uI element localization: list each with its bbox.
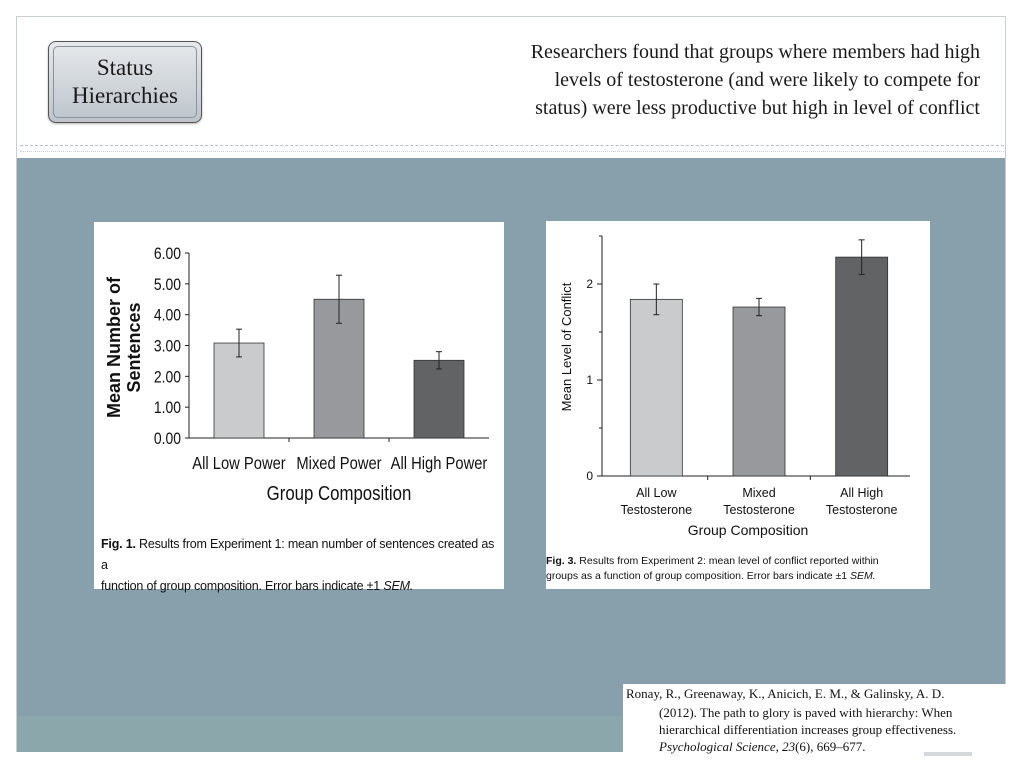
x-tick-label: All High Power (391, 454, 488, 474)
bar (732, 306, 786, 477)
y-tick-label: 5.00 (154, 276, 181, 295)
header-divider (20, 145, 1004, 146)
citation-line: hierarchical differentiation increases g… (659, 722, 957, 737)
figure-3-caption-line: Fig. 3. Results from Experiment 2: mean … (546, 554, 930, 569)
figure-1-caption-label: Fig. 1. (101, 537, 136, 551)
x-tick-label: Mixed (742, 486, 775, 500)
figure-1: 0.00 1.00 2.00 3.00 4.00 5.00 6.00 All Low Powe… (94, 222, 504, 593)
citation-issue-pages: (6), 669–677. (795, 739, 866, 754)
figure-3-chart: 0 1 2 All Low Testosterone Mixed Testosterone A… (559, 235, 910, 538)
x-tick-label: All Low Power (192, 454, 286, 474)
y-tick-label: 0.00 (154, 430, 181, 449)
y-axis-title-line: Sentences (124, 302, 144, 392)
y-tick-label: 1 (586, 373, 593, 387)
y-tick-label: 1.00 (154, 399, 181, 418)
bar (629, 298, 683, 477)
figure-3-caption: Fig. 3. Results from Experiment 2: mean … (546, 554, 930, 584)
intro-line: levels of testosterone (and were likely … (554, 69, 980, 91)
y-axis-title-line: Mean Number of (104, 276, 124, 418)
intro-line: Researchers found that groups where memb… (530, 41, 980, 63)
bar (835, 256, 889, 477)
figure-3-caption-label: Fig. 3. (546, 555, 577, 567)
y-tick-label: 3.00 (154, 337, 181, 356)
x-tick-label: All High (840, 486, 883, 500)
y-tick-label: 2 (586, 277, 593, 291)
slide-title-line: Status (96, 55, 154, 80)
figure-3: 0 1 2 All Low Testosterone Mixed Testosterone A… (546, 221, 930, 589)
figure-1-caption-line: Fig. 1. Results from Experiment 1: mean … (101, 534, 501, 576)
x-tick-label-line2: Testosterone (621, 503, 693, 517)
citation-line: (2012). The path to glory is paved with … (659, 705, 953, 720)
figure-1-caption-text: Results from Experiment 1: mean number o… (101, 537, 495, 572)
citation-journal: Psychological Science, 23 (659, 739, 796, 754)
x-tick-label: Mixed Power (296, 454, 382, 474)
figure-3-caption-line: groups as a function of group compositio… (546, 569, 930, 584)
intro-text: Researchers found that groups where memb… (380, 38, 980, 122)
y-axis-title: Mean Level of Conflict (559, 282, 574, 411)
figure-1-caption-text-2: function of group composition. Error bar… (101, 579, 381, 593)
figure-1-caption: Fig. 1. Results from Experiment 1: mean … (101, 534, 501, 597)
slide-title: Status Hierarchies (72, 54, 178, 110)
bar (413, 359, 465, 439)
y-tick-label: 6.00 (154, 245, 181, 264)
figure-3-caption-text: Results from Experiment 2: mean level of… (579, 555, 879, 567)
y-tick-label: 4.00 (154, 306, 181, 325)
intro-line: status) were less productive but high in… (535, 97, 980, 119)
bar (213, 342, 265, 439)
figure-1-caption-sem: SEM. (383, 579, 414, 593)
x-tick-label: All Low (636, 486, 677, 500)
x-axis-title: Group Composition (267, 482, 412, 505)
x-tick-label-line2: Testosterone (826, 503, 898, 517)
slide-title-line: Hierarchies (72, 83, 178, 108)
figure-3-caption-text-2: groups as a function of group compositio… (546, 570, 848, 582)
slide-title-box: Status Hierarchies (48, 41, 202, 123)
figure-3-caption-sem: SEM. (850, 570, 876, 582)
header-divider-dotted (20, 151, 1004, 152)
citation: Ronay, R., Greenaway, K., Anicich, E. M.… (623, 684, 1006, 755)
y-tick-label: 0 (586, 469, 593, 483)
citation-line: Ronay, R., Greenaway, K., Anicich, E. M.… (626, 686, 945, 701)
figure-1-chart: 0.00 1.00 2.00 3.00 4.00 5.00 6.00 All Low Powe… (104, 245, 489, 505)
figure-1-caption-line: function of group composition. Error bar… (101, 576, 501, 597)
x-axis-title: Group Composition (688, 522, 809, 538)
citation-line: Psychological Science, 23(6), 669–677. (659, 738, 866, 755)
page-tab (924, 752, 972, 756)
x-tick-label-line2: Testosterone (723, 503, 795, 517)
title-box-inner-border (53, 46, 197, 118)
y-tick-label: 2.00 (154, 368, 181, 387)
